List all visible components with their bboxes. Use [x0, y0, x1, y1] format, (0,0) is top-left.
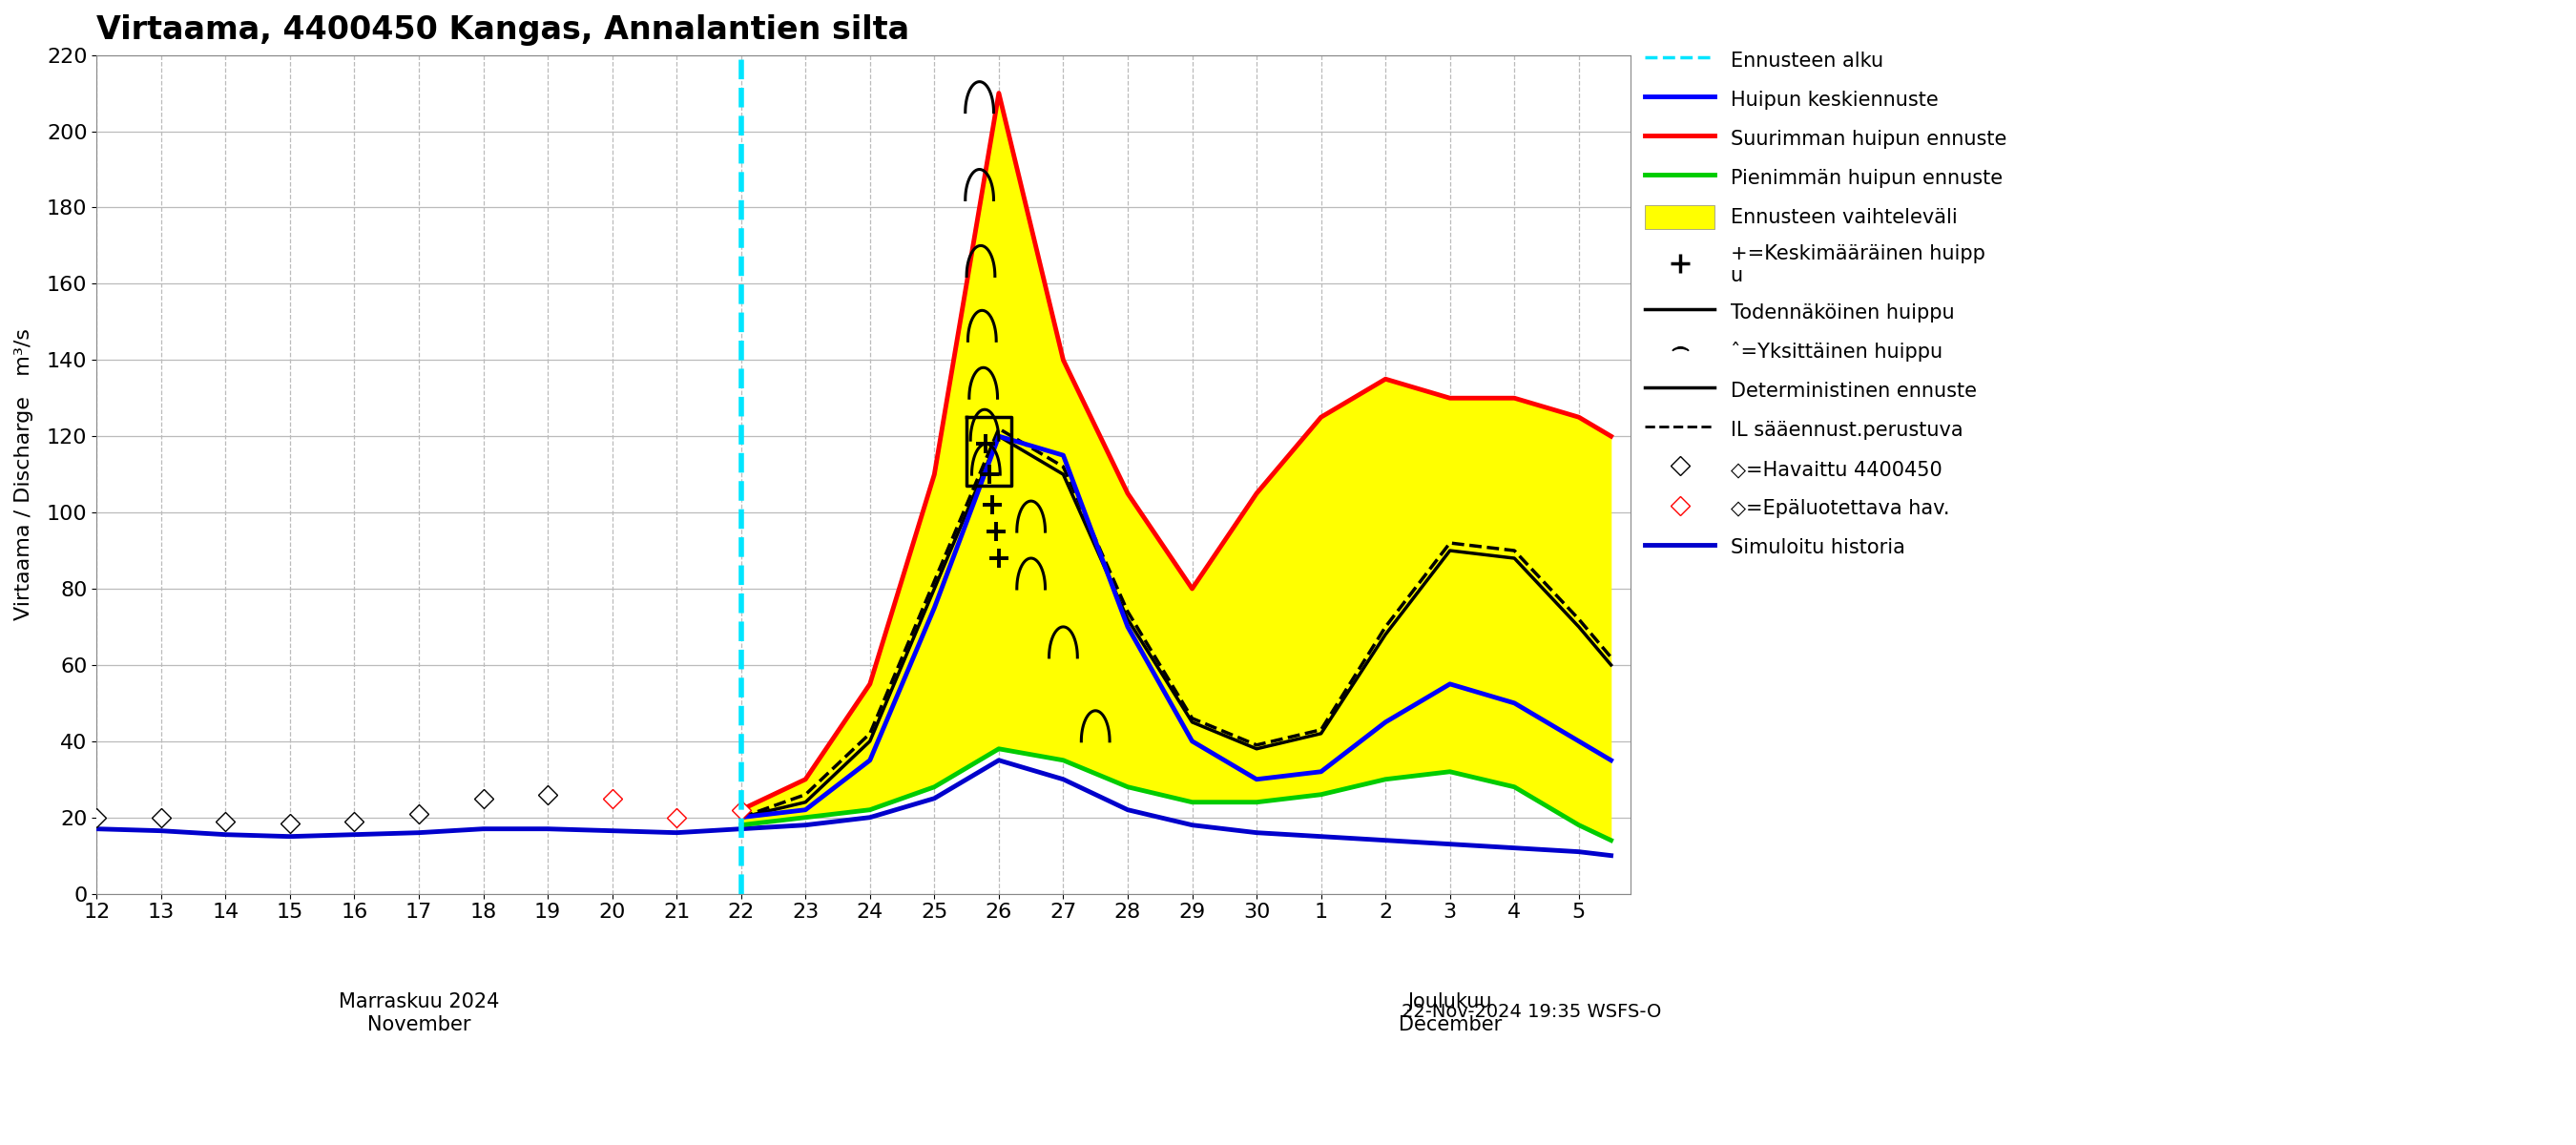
Text: 22-Nov-2024 19:35 WSFS-O: 22-Nov-2024 19:35 WSFS-O	[1401, 1003, 1662, 1021]
Text: Marraskuu 2024
November: Marraskuu 2024 November	[337, 993, 500, 1034]
Polygon shape	[742, 93, 1610, 840]
Y-axis label: Virtaama / Discharge   m³/s: Virtaama / Discharge m³/s	[15, 329, 33, 621]
Text: Joulukuu
December: Joulukuu December	[1399, 993, 1502, 1034]
Legend: Ennusteen alku, Huipun keskiennuste, Suurimman huipun ennuste, Pienimmän huipun : Ennusteen alku, Huipun keskiennuste, Suu…	[1646, 48, 2007, 560]
Text: Virtaama, 4400450 Kangas, Annalantien silta: Virtaama, 4400450 Kangas, Annalantien si…	[95, 14, 909, 46]
